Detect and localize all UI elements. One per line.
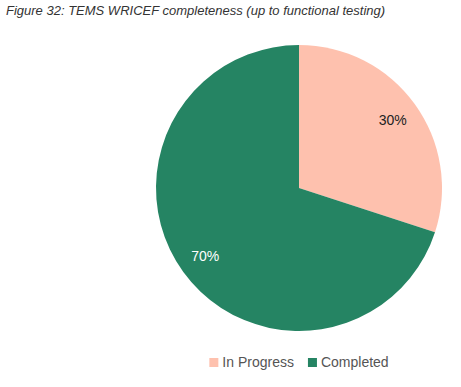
slice <box>156 45 435 331</box>
legend-label: In Progress <box>222 354 294 370</box>
title: Figure 32: TEMS WRICEF completeness (up … <box>6 3 385 18</box>
pie: 30% 70% <box>156 45 442 331</box>
legend-swatch <box>308 358 317 367</box>
data-label: 30% <box>379 112 407 128</box>
legend-label: Completed <box>321 354 389 370</box>
legend-item: Completed <box>308 354 389 370</box>
chart: Figure 32: TEMS WRICEF completeness (up … <box>0 0 461 387</box>
legend: In Progress Completed <box>209 354 388 370</box>
legend-item: In Progress <box>209 354 294 370</box>
legend-swatch <box>209 358 218 367</box>
data-label: 70% <box>191 248 219 264</box>
